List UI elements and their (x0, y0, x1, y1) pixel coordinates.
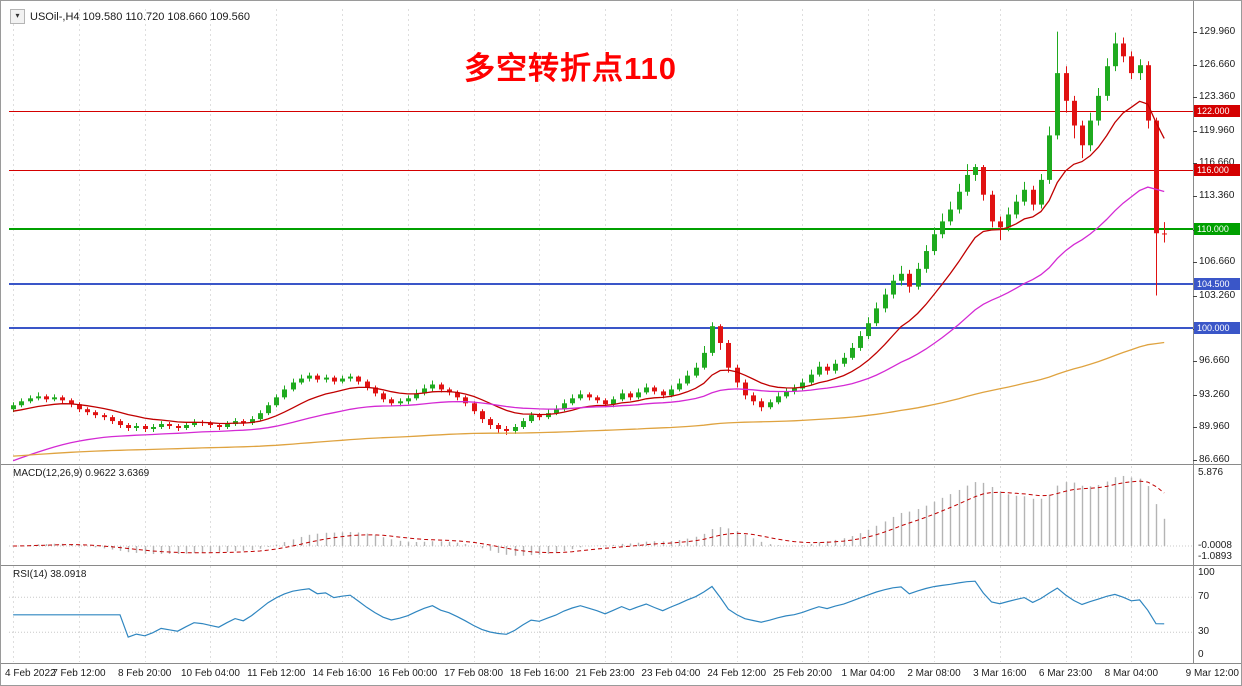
ma-slow-orange-line (13, 341, 1165, 457)
rsi-indicator-label: RSI(14) 38.0918 (13, 569, 87, 580)
symbol-dropdown-icon[interactable]: ▾ (10, 9, 25, 24)
macd-signal-line (13, 480, 1165, 554)
symbol-ohlc-text: USOil-,H4 109.580 110.720 108.660 109.56… (30, 10, 250, 23)
ma-fast-red-line (12, 100, 1165, 425)
candles-layer (11, 31, 1167, 435)
ma-mid-magenta-line (12, 186, 1165, 462)
chart-header: ▾ USOil-,H4 109.580 110.720 108.660 109.… (10, 9, 250, 24)
rsi-line (13, 580, 1165, 638)
chart-annotation-text: 多空转折点110 (464, 51, 678, 86)
macd-layer (13, 475, 1166, 556)
macd-indicator-label: MACD(12,26,9) 0.9622 3.6369 (13, 468, 150, 479)
